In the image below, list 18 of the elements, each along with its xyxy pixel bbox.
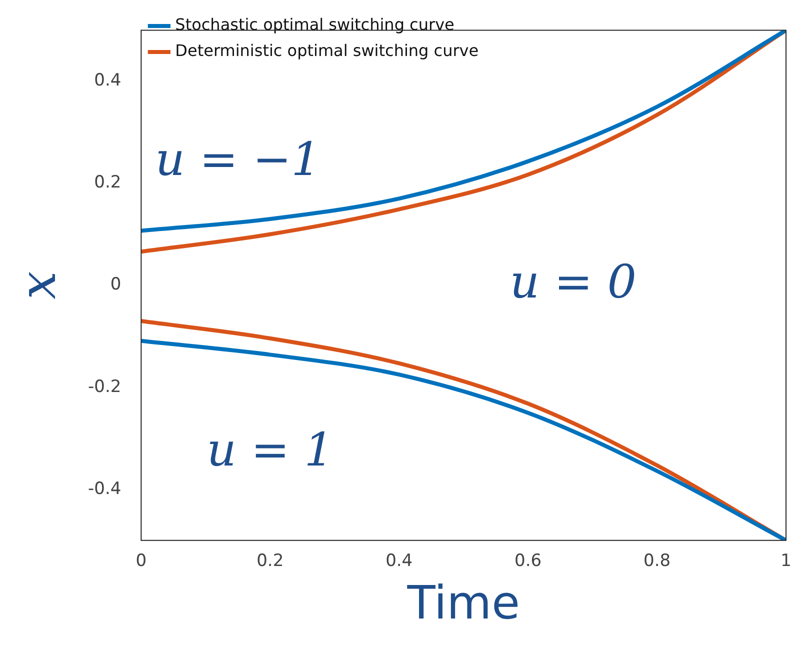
y-tick-label: 0 <box>110 274 122 295</box>
x-tick-label: 0.6 <box>514 551 542 572</box>
annotation: u = −1 <box>155 132 321 186</box>
x-tick-label: 0.2 <box>256 551 284 572</box>
y-tick-label: 0.2 <box>94 172 122 193</box>
x-axis-title: Time <box>406 575 520 630</box>
legend-label: Deterministic optimal switching curve <box>175 41 479 60</box>
annotation: u = 1 <box>206 422 334 477</box>
x-tick-label: 1 <box>780 551 792 572</box>
x-tick-label: 0.4 <box>386 551 413 572</box>
y-axis-title: x <box>8 271 67 300</box>
legend-label: Stochastic optimal switching curve <box>175 15 454 34</box>
x-tick-label: 0.8 <box>644 551 671 572</box>
x-tick-label: 0 <box>136 551 147 572</box>
annotation: u = 0 <box>510 254 637 308</box>
y-tick-label: -0.4 <box>88 478 122 499</box>
y-tick-label: -0.2 <box>88 376 122 397</box>
y-tick-label: 0.4 <box>94 70 122 91</box>
